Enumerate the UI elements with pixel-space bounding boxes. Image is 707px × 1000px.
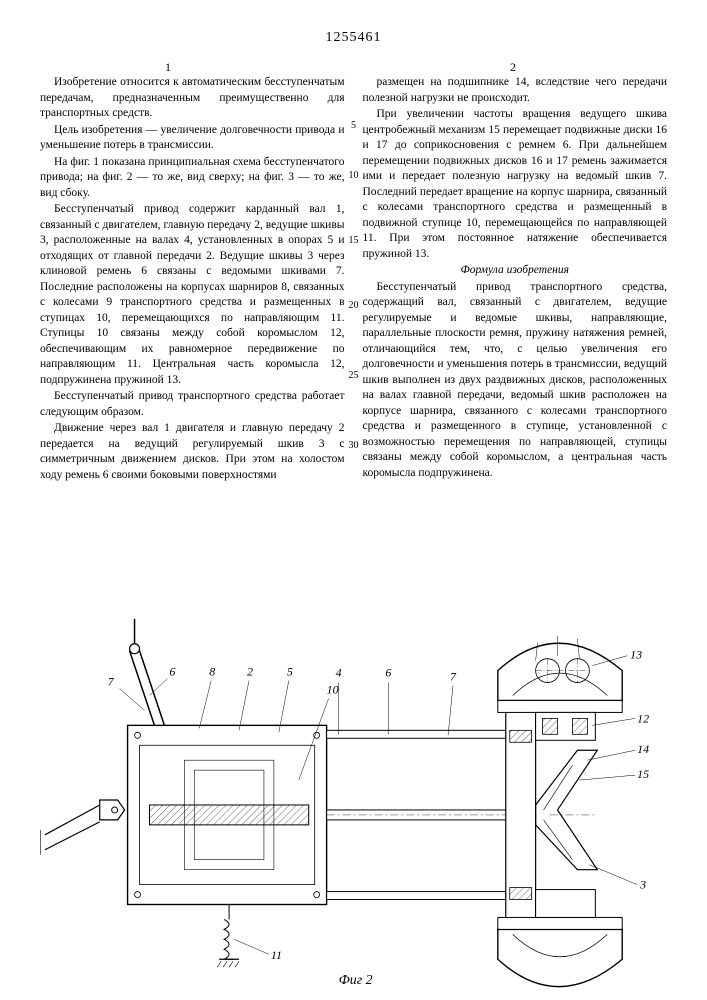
paragraph: Бесступенчатый привод содержит карданный… [40,202,345,388]
callout-7: 7 [450,670,457,684]
paragraph: Изобретение относится к автоматическим б… [40,75,345,122]
callout-17: 15 [637,767,649,781]
paragraph: Бесступенчатый привод транспортного сред… [363,280,668,482]
text-columns: Изобретение относится к автоматическим б… [40,75,667,484]
page: 1255461 1 2 5 10 15 20 25 30 Изобретение… [0,0,707,1000]
callout-8: 6 [169,665,175,679]
formula-title: Формула изобретения [363,263,668,279]
callout-4: 4 [336,666,342,680]
column-number-left: 1 [165,60,171,75]
paragraph: При увеличении частоты вращения ведущего… [363,107,668,262]
right-column: размещен на подшипнике 14, вследствие че… [363,75,668,484]
callout-11: 8 [209,665,215,679]
figure-label: Фиг 2 [339,973,373,988]
document-number: 1255461 [326,30,382,46]
cardan-shaft [40,800,125,855]
callout-6: 6 [385,666,391,680]
callout-5: 5 [287,665,293,679]
paragraph: На фиг. 1 показана принципиальная схема … [40,155,345,202]
paragraph: Бесступенчатый привод транспортного сред… [40,389,345,420]
callout-12: 10 [327,683,339,697]
callout-13: 11 [271,948,282,962]
column-number-right: 2 [510,60,516,75]
callout-10: 7 [108,675,115,689]
left-column: Изобретение относится к автоматическим б… [40,75,345,484]
callout-2: 2 [247,665,253,679]
callout-14: 12 [637,711,649,725]
callout-15: 13 [630,648,642,662]
callout-16: 14 [637,742,649,756]
spring [217,905,239,968]
paragraph: Цель изобретения — увеличение долговечно… [40,123,345,154]
paragraph: размещен на подшипнике 14, вследствие че… [363,75,668,106]
callout-3: 3 [639,878,646,892]
guide-rails [327,730,516,899]
main-gearbox [128,725,327,904]
driven-pulley-assembly [498,636,622,987]
figure-2: 6 7 8 2 5 4 6 10 [40,610,667,990]
figure-svg: 6 7 8 2 5 4 6 10 [40,610,667,990]
paragraph: Движение через вал 1 двигателя и главную… [40,421,345,483]
lever-rod [130,619,165,725]
